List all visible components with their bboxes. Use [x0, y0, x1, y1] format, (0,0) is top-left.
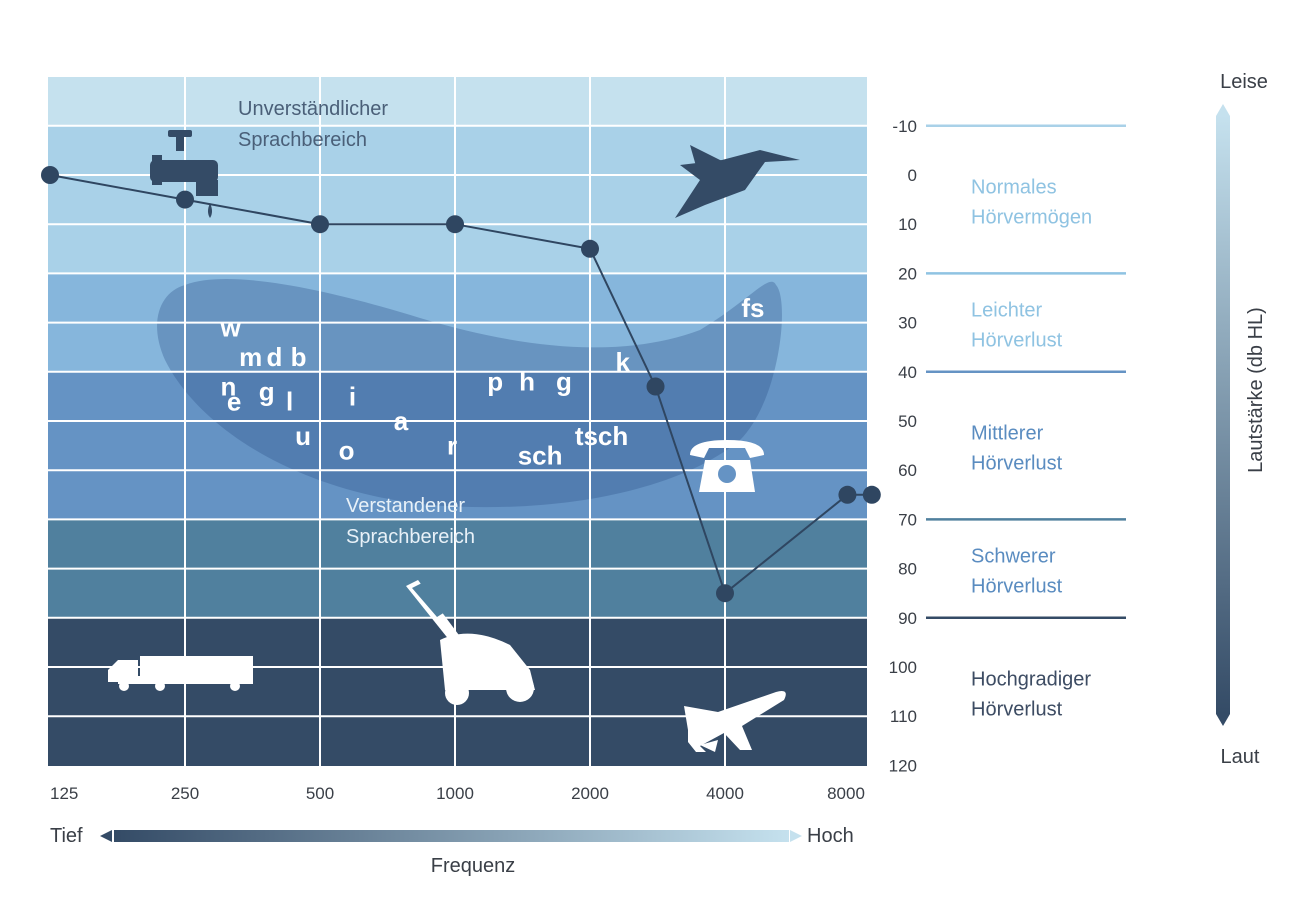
x-tick-label: 250: [171, 784, 199, 803]
data-point: [581, 239, 599, 258]
data-point: [41, 166, 59, 184]
x-high-label: Hoch: [807, 825, 854, 847]
data-point: [862, 485, 881, 504]
phoneme-label: g: [259, 376, 275, 406]
band-quiet: [48, 77, 867, 125]
volume-gradient-bar: [1216, 116, 1230, 714]
x-high-arrow-icon: [790, 830, 802, 842]
y-tick-label: 80: [898, 560, 917, 579]
lawnmower-icon: [406, 580, 535, 705]
hearing-category-labels: Normales Hörvermögen Leichter Hörverlust Mit…: [971, 177, 1092, 721]
category-label: Leichter Hörverlust: [971, 300, 1063, 352]
phoneme-label: p: [487, 367, 503, 397]
x-axis-ticks: 125 250 500 1000 2000 4000 8000: [50, 784, 865, 803]
y-bottom-label: Laut: [1221, 746, 1260, 768]
phoneme-label: r: [447, 431, 457, 461]
y-tick-label: -10: [892, 117, 917, 136]
hummingbird-icon: [675, 145, 800, 218]
y-top-arrow-icon: [1216, 104, 1230, 116]
frequency-axis: Tief Hoch Frequenz: [50, 825, 854, 877]
telephone-icon: [690, 440, 764, 492]
y-bottom-arrow-icon: [1216, 714, 1230, 726]
category-label: Schwerer Hörverlust: [971, 546, 1063, 598]
y-tick-label: 110: [890, 707, 917, 726]
airplane-icon: [684, 691, 786, 752]
x-low-label: Tief: [50, 825, 83, 847]
phoneme-label: w: [220, 313, 242, 343]
phoneme-label: e: [227, 386, 241, 416]
volume-axis: Leise Laut Lautstärke (db HL): [1216, 71, 1268, 768]
category-label: Normales Hörvermögen: [971, 177, 1092, 229]
y-tick-label: 120: [889, 756, 917, 775]
phoneme-label: m: [239, 342, 262, 372]
phoneme-label: o: [339, 436, 355, 466]
phoneme-label: g: [556, 367, 572, 397]
data-point: [446, 215, 464, 234]
phoneme-label: b: [291, 342, 307, 372]
y-tick-label: 20: [898, 264, 917, 283]
phoneme-label: tsch: [575, 421, 628, 451]
region-label-understood: Verstandener Sprachbereich: [346, 495, 475, 548]
y-tick-label: 10: [898, 215, 917, 234]
phoneme-label: k: [616, 347, 631, 377]
phoneme-label: sch: [518, 440, 563, 470]
region-label-unintelligible: Unverständlicher Sprachbereich: [238, 98, 394, 151]
data-point: [838, 485, 857, 504]
series-points: [41, 166, 881, 603]
x-axis-title: Frequenz: [431, 855, 516, 877]
x-tick-label: 1000: [436, 784, 474, 803]
y-tick-label: 0: [908, 166, 917, 185]
y-tick-label: 70: [898, 510, 917, 529]
phoneme-label: a: [394, 406, 409, 436]
y-tick-label: 50: [898, 412, 917, 431]
y-tick-label: 100: [889, 658, 917, 677]
category-label: Hochgradiger Hörverlust: [971, 669, 1091, 721]
y-top-label: Leise: [1220, 71, 1268, 93]
x-tick-label: 4000: [706, 784, 744, 803]
y-tick-label: 60: [898, 461, 917, 480]
category-lines: [926, 124, 1126, 620]
data-point: [311, 215, 329, 234]
category-label: Mittlerer Hörverlust: [971, 423, 1063, 475]
x-tick-label: 500: [306, 784, 334, 803]
faucet-icon: [150, 130, 218, 218]
truck-icon: [108, 656, 253, 691]
phoneme-label: d: [267, 342, 283, 372]
phoneme-label: i: [349, 381, 356, 411]
x-tick-label: 8000: [827, 784, 865, 803]
x-tick-label: 2000: [571, 784, 609, 803]
phoneme-label: fs: [741, 293, 764, 323]
x-tick-label: 125: [50, 784, 78, 803]
y-tick-label: 30: [898, 314, 917, 333]
phoneme-label: u: [295, 421, 311, 451]
speech-banana: [157, 279, 782, 508]
data-point: [646, 377, 665, 396]
x-low-arrow-icon: [100, 830, 112, 842]
y-tick-label: 90: [898, 609, 917, 628]
data-point: [176, 190, 194, 209]
phoneme-label: n: [221, 372, 237, 402]
data-point: [716, 584, 734, 603]
y-tick-label: 40: [898, 363, 917, 382]
phoneme-label: h: [519, 367, 535, 397]
phoneme-label: l: [286, 386, 293, 416]
y-axis-ticks: -10 0 10 20 30 40 50 60 70 80 90 100 110 120: [889, 117, 917, 776]
y-axis-title: Lautstärke (db HL): [1245, 307, 1267, 473]
band-normal: [48, 125, 867, 273]
frequency-gradient-bar: [114, 830, 789, 842]
